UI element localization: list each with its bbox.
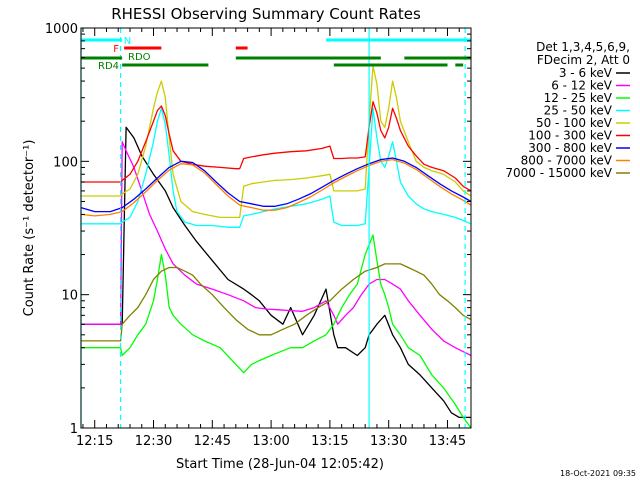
legend-label-6: 300 - 800 keV [528,141,612,155]
x-tick-label-1: 12:30 [135,434,172,449]
state-label-rd4: RD4 [98,61,119,72]
state-label-rdo: RDO [128,52,151,63]
legend: Det 1,3,4,5,6,9, FDecim 2, Att 0 3 - 6 k… [505,40,630,180]
series-line-2 [81,234,472,429]
plot-frame [80,27,472,429]
series-line-4 [81,65,472,219]
generation-timestamp: 18-Oct-2021 09:35 [560,469,636,478]
x-axis-label: Start Time (28-Jun-04 12:05:42) [176,457,384,472]
annotation-layer: NF RDO RD4 [80,28,471,428]
legend-label-1: 6 - 12 keV [551,79,613,93]
series-line-5 [81,101,472,192]
series-line-6 [80,157,472,213]
state-label-f: F [113,44,119,55]
series-line-7 [80,158,472,217]
axes: 1 10 100 1000 12:15 12:30 12:45 13:00 13:15 13:30… [45,22,472,449]
x-tick-label-0: 12:15 [76,434,113,449]
y-tick-label-3: 1000 [45,22,78,37]
x-tick-label-6: 13:45 [429,434,466,449]
chart-title: RHESSI Observing Summary Count Rates [111,5,421,23]
y-tick-label-2: 100 [53,155,78,170]
legend-label-0: 3 - 6 keV [559,66,613,80]
legend-label-7: 800 - 7000 keV [521,154,613,168]
legend-label-4: 50 - 100 keV [536,116,613,130]
y-tick-label-1: 10 [61,289,78,304]
legend-label-2: 12 - 25 keV [544,91,613,105]
x-tick-label-5: 13:30 [370,434,407,449]
x-tick-label-4: 13:15 [311,434,348,449]
y-axis-label: Count Rate (s⁻¹ detector⁻¹) [22,140,37,317]
plot-area [80,65,472,429]
y-tick-label-0: 1 [70,422,78,437]
legend-label-5: 100 - 300 keV [528,129,612,143]
x-tick-label-3: 13:00 [252,434,289,449]
legend-label-8: 7000 - 15000 keV [505,166,612,180]
legend-label-3: 25 - 50 keV [544,104,613,118]
series-line-3 [81,107,472,228]
series-line-1 [81,141,472,357]
state-label-n: N [124,36,131,47]
series-line-8 [81,263,472,342]
x-tick-label-2: 12:45 [194,434,231,449]
legend-header-line-2: FDecim 2, Att 0 [537,53,630,67]
legend-header-line-1: Det 1,3,4,5,6,9, [536,40,630,54]
